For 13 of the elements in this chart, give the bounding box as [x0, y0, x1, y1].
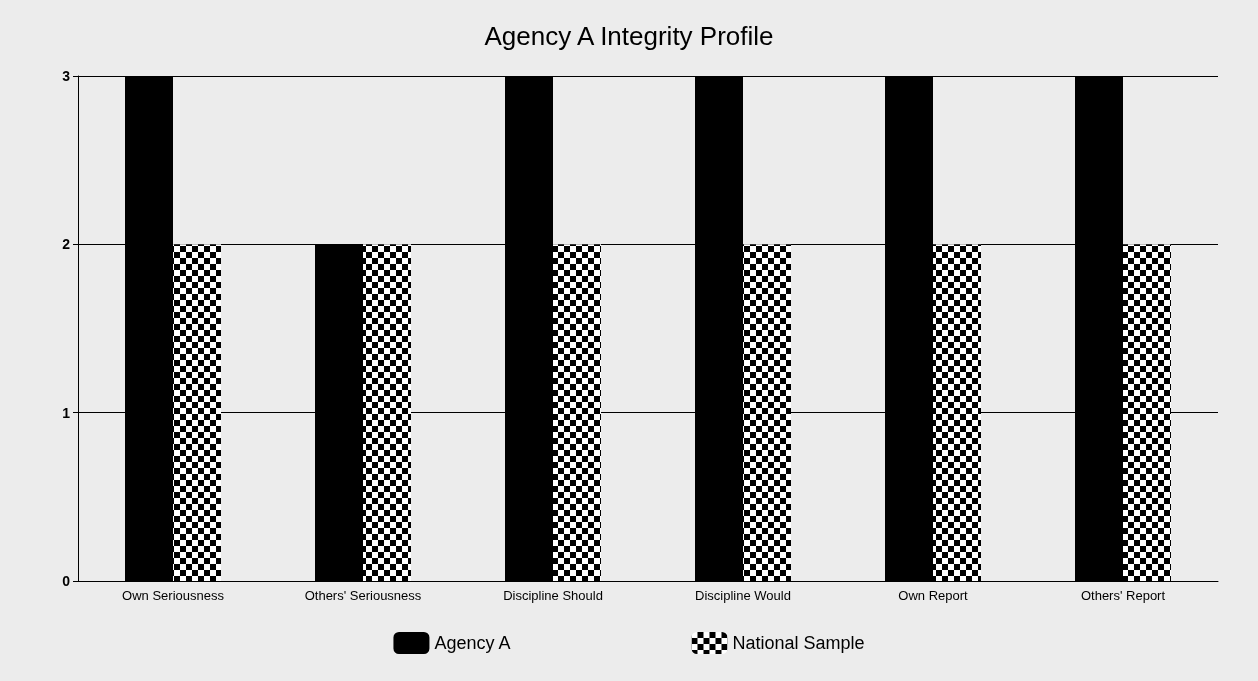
- chart-title: Agency A Integrity Profile: [484, 21, 774, 51]
- x-tick-label: Others' Report: [1080, 588, 1166, 603]
- x-tick-label: Own Report: [898, 588, 969, 603]
- legend-label: National Sample: [732, 633, 865, 653]
- y-tick-label: 1: [62, 404, 71, 421]
- x-tick-label: Others' Seriousness: [304, 588, 422, 603]
- x-tick-label: Own Seriousness: [122, 588, 225, 603]
- x-tick-label: Discipline Should: [503, 588, 603, 603]
- y-tick-label: 3: [62, 68, 71, 84]
- y-tick-label: 2: [62, 236, 71, 253]
- legend-label: Agency A: [434, 633, 511, 653]
- x-tick-label: Discipline Would: [695, 588, 791, 603]
- y-tick-label: 0: [62, 573, 71, 589]
